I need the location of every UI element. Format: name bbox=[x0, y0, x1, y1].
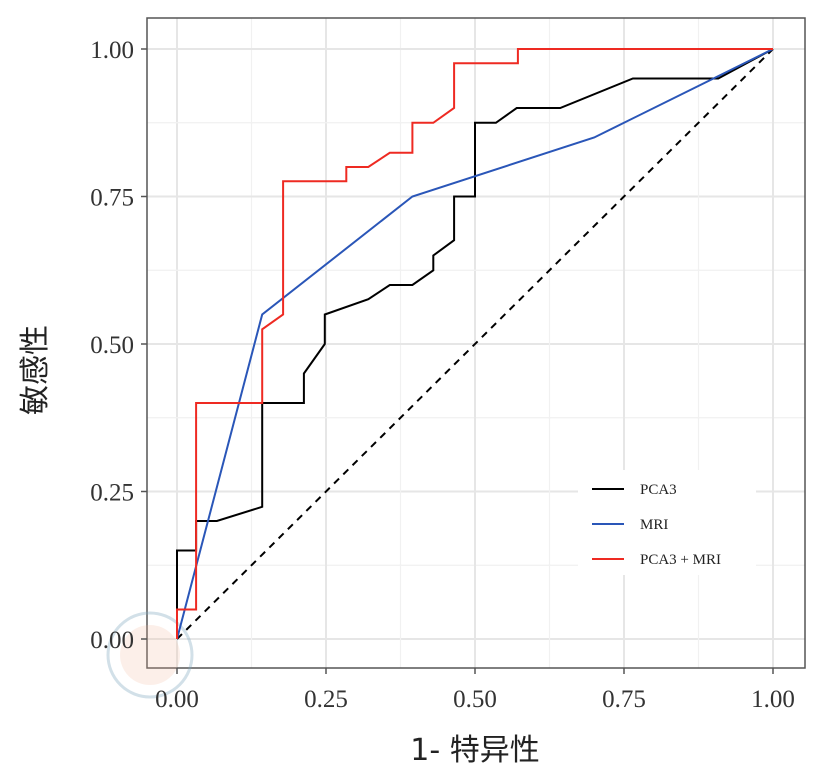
x-tick-label: 0.75 bbox=[602, 686, 646, 713]
ticks: 0.00 0.25 0.50 0.75 1.00 0.00 0.25 0.50 0.75 1.00 bbox=[90, 37, 795, 713]
y-tick-label: 0.75 bbox=[90, 185, 134, 212]
x-tick-label: 0.50 bbox=[453, 686, 497, 713]
legend-label: PCA3 bbox=[640, 482, 677, 498]
x-tick-label: 0.00 bbox=[155, 686, 199, 713]
y-axis-label: 敏感性 bbox=[18, 325, 53, 415]
series-line-pca3 bbox=[176, 48, 774, 639]
x-axis-label: 1- 特异性 bbox=[410, 733, 539, 768]
y-tick-label: 0.25 bbox=[90, 480, 134, 507]
y-tick-label: 1.00 bbox=[90, 37, 134, 64]
series-line-mri bbox=[176, 48, 774, 640]
reference-diagonal-line bbox=[176, 48, 774, 640]
x-tick-label: 0.25 bbox=[304, 686, 348, 713]
legend-label: MRI bbox=[640, 517, 668, 533]
x-tick-label: 1.00 bbox=[751, 686, 795, 713]
legend: PCA3 MRI PCA3 + MRI bbox=[578, 470, 756, 575]
y-tick-label: 0.50 bbox=[90, 332, 134, 359]
watermark-logo bbox=[106, 611, 194, 699]
legend-box bbox=[578, 470, 756, 575]
legend-label: PCA3 + MRI bbox=[640, 552, 721, 568]
plot-frame bbox=[146, 17, 806, 669]
y-tick-label: 0.00 bbox=[90, 627, 134, 654]
series-layer bbox=[176, 48, 774, 640]
series-line-pca3-mri bbox=[176, 48, 773, 639]
